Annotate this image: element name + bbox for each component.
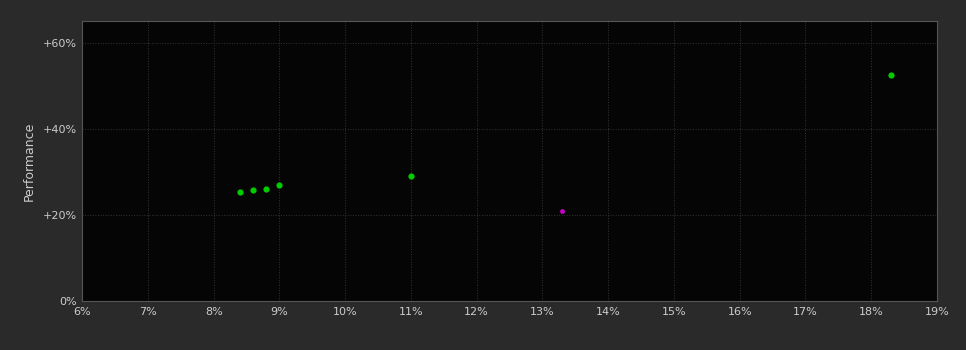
Point [271,182,287,188]
Point [403,173,418,179]
Y-axis label: Performance: Performance [22,121,36,201]
Point [259,186,274,191]
Point [245,187,261,192]
Point [232,190,247,195]
Point [883,72,898,78]
Point [554,208,570,213]
